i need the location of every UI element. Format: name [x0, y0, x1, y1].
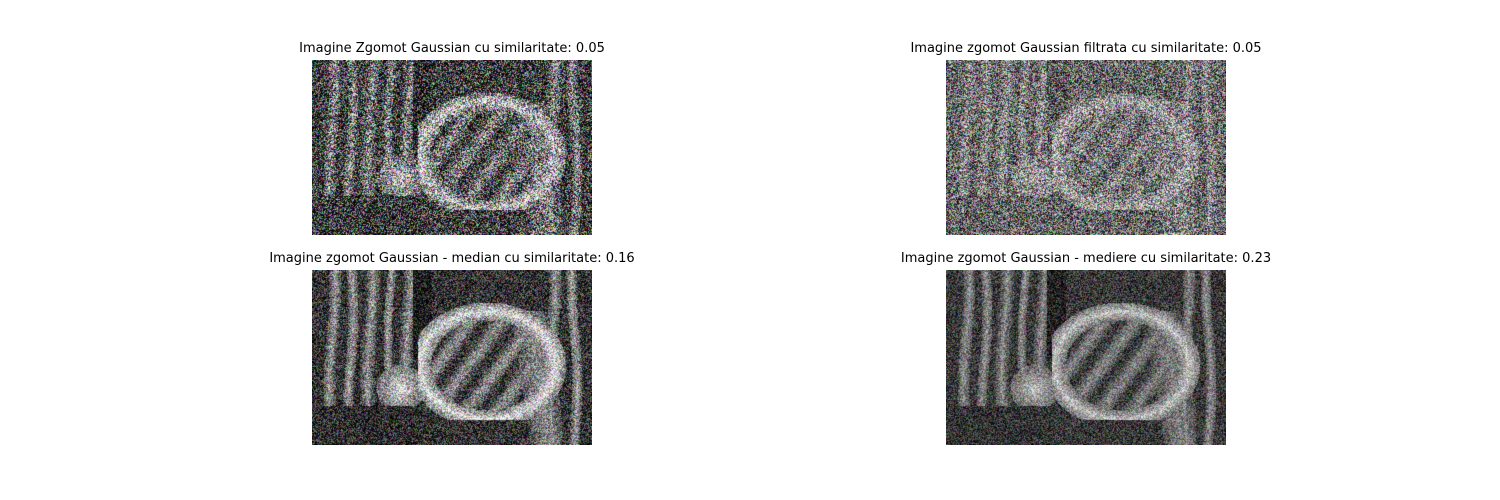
mean-filtered-image	[946, 270, 1226, 445]
noisy-gaussian-image	[312, 60, 592, 235]
panel-noisy-gaussian: Imagine Zgomot Gaussian cu similaritate:…	[252, 40, 652, 240]
median-filtered-image	[312, 270, 592, 445]
panel-title: Imagine Zgomot Gaussian cu similaritate:…	[299, 41, 605, 56]
panel-filtered-gaussian: Imagine zgomot Gaussian filtrata cu simi…	[886, 40, 1286, 240]
panel-title: Imagine zgomot Gaussian - mediere cu sim…	[900, 251, 1272, 266]
filtered-gaussian-image	[946, 60, 1226, 235]
panel-mean-filter: Imagine zgomot Gaussian - mediere cu sim…	[886, 250, 1286, 450]
panel-title: Imagine zgomot Gaussian filtrata cu simi…	[910, 41, 1262, 56]
panel-median-filter: Imagine zgomot Gaussian - median cu simi…	[252, 250, 652, 450]
panel-title: Imagine zgomot Gaussian - median cu simi…	[269, 251, 635, 266]
